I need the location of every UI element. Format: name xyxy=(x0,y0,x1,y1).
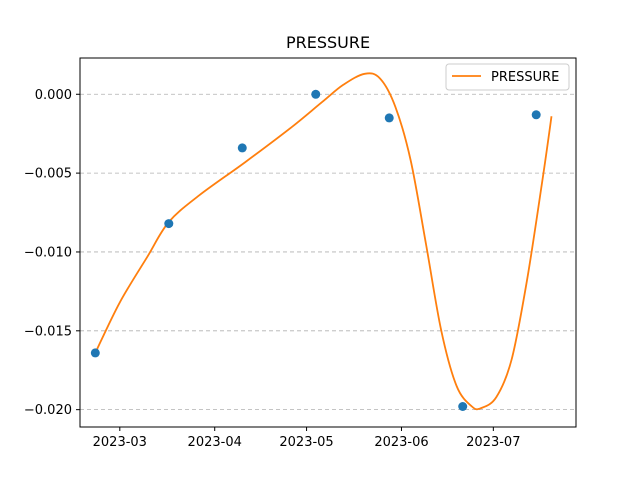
legend: PRESSURE xyxy=(445,63,570,91)
y-tick-label: 0.000 xyxy=(35,88,72,103)
legend-box xyxy=(445,63,570,91)
plot-frame xyxy=(79,57,577,428)
data-point xyxy=(311,89,321,99)
data-point xyxy=(237,143,247,153)
grid-layer xyxy=(80,93,576,411)
data-point xyxy=(458,402,468,411)
legend-label: PRESSURE xyxy=(491,70,559,85)
y-tick-label: −0.020 xyxy=(24,403,72,418)
x-tick-label: 2023-06 xyxy=(374,435,428,450)
x-tick-label: 2023-03 xyxy=(93,435,147,450)
data-point xyxy=(384,113,394,123)
y-tick-label: −0.005 xyxy=(24,167,72,182)
chart-title: PRESSURE xyxy=(286,33,370,52)
y-tick-label: −0.015 xyxy=(24,324,72,339)
series-layer xyxy=(90,72,553,411)
x-tick-label: 2023-04 xyxy=(188,435,242,450)
x-tick-label: 2023-05 xyxy=(279,435,333,450)
x-tick-label: 2023-07 xyxy=(466,435,520,450)
ticks-layer: 0.000 −0.005 −0.010 −0.015 −0.020 2023-03 2023… xyxy=(24,88,521,450)
y-tick-label: −0.010 xyxy=(24,245,72,260)
series-line-pressure xyxy=(94,72,553,411)
data-point xyxy=(164,219,174,229)
data-point xyxy=(531,110,541,120)
data-point xyxy=(90,348,100,358)
